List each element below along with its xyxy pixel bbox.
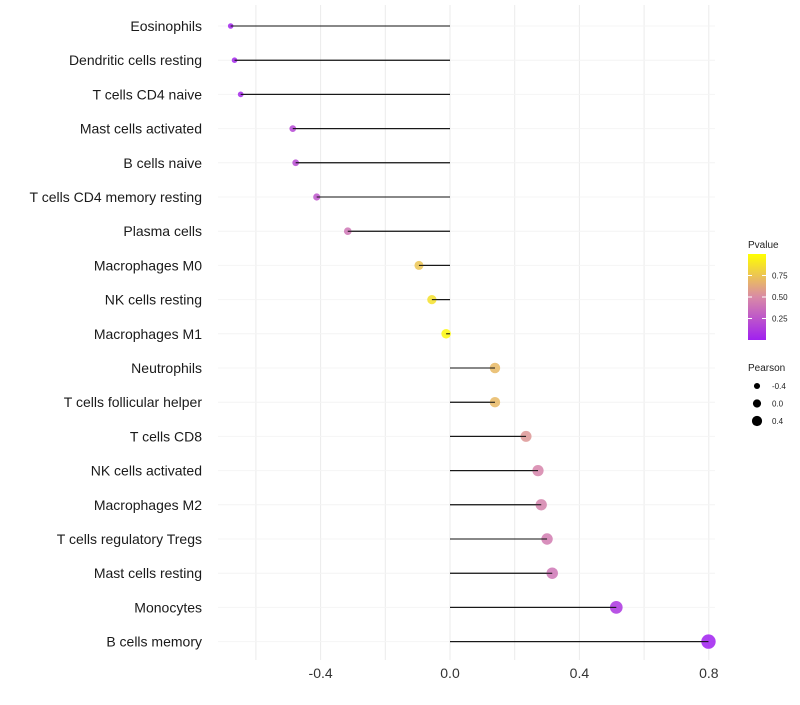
- y-tick-label: B cells naive: [123, 155, 202, 171]
- y-tick-label: T cells CD4 memory resting: [30, 189, 202, 205]
- size-legend-label: 0.4: [772, 417, 784, 426]
- y-tick-label: Macrophages M0: [94, 257, 202, 273]
- y-tick-label: Neutrophils: [131, 360, 202, 376]
- points: [227, 23, 716, 649]
- y-tick-label: T cells CD8: [130, 428, 202, 444]
- size-legend-point: [752, 399, 762, 408]
- size-legend-label: -0.4: [772, 382, 786, 391]
- y-tick-label: Plasma cells: [123, 223, 202, 239]
- y-tick-label: Macrophages M2: [94, 497, 202, 513]
- color-tick-label: 0.75: [772, 272, 788, 281]
- y-tick-label: Eosinophils: [130, 18, 202, 34]
- point: [609, 601, 623, 614]
- y-tick-label: T cells follicular helper: [64, 394, 203, 410]
- x-tick-label: 0.4: [570, 665, 590, 681]
- y-axis-labels: Eosinophils Dendritic cells resting T cell…: [30, 18, 203, 650]
- color-legend-title: Pvalue: [748, 240, 779, 251]
- x-tick-label: 0.0: [440, 665, 460, 681]
- y-tick-label: Mast cells activated: [80, 121, 202, 137]
- y-tick-label: Macrophages M1: [94, 326, 202, 342]
- color-bar: [748, 254, 766, 340]
- x-axis-labels: -0.4 0.0 0.4 0.8: [309, 665, 719, 681]
- y-tick-label: Mast cells resting: [94, 565, 202, 581]
- color-tick-label: 0.25: [772, 315, 788, 324]
- size-legend-point: [751, 415, 763, 427]
- y-tick-label: Monocytes: [134, 599, 202, 615]
- legend: Pvalue 0.25 0.50 0.75 Pearson -0.4 0.0 0.4: [748, 240, 788, 427]
- size-legend-title: Pearson: [748, 363, 785, 374]
- x-tick-label: -0.4: [309, 665, 333, 681]
- y-tick-label: T cells regulatory Tregs: [57, 531, 202, 547]
- y-tick-label: NK cells resting: [105, 292, 202, 308]
- y-tick-label: Dendritic cells resting: [69, 52, 202, 68]
- color-tick-label: 0.50: [772, 293, 788, 302]
- y-tick-label: NK cells activated: [91, 463, 202, 479]
- point: [227, 23, 234, 29]
- y-tick-label: T cells CD4 naive: [93, 86, 203, 102]
- x-tick-label: 0.8: [699, 665, 719, 681]
- y-tick-label: B cells memory: [106, 634, 202, 650]
- grid: [218, 5, 715, 660]
- size-legend-point: [753, 382, 761, 390]
- size-legend-label: 0.0: [772, 400, 784, 409]
